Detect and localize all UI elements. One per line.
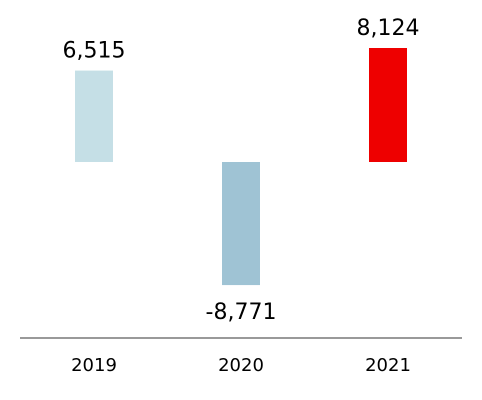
x-tick-label-2020: 2020 (218, 355, 264, 376)
bar-2019 (75, 70, 113, 162)
x-tick-label-2019: 2019 (71, 355, 117, 376)
bar-2020 (222, 162, 260, 286)
x-tick-label-2021: 2021 (365, 355, 411, 376)
value-label-2021: 8,124 (357, 16, 420, 41)
value-label-2019: 6,515 (63, 39, 126, 64)
value-label-2020: -8,771 (206, 300, 277, 325)
bar-2021 (369, 48, 407, 162)
